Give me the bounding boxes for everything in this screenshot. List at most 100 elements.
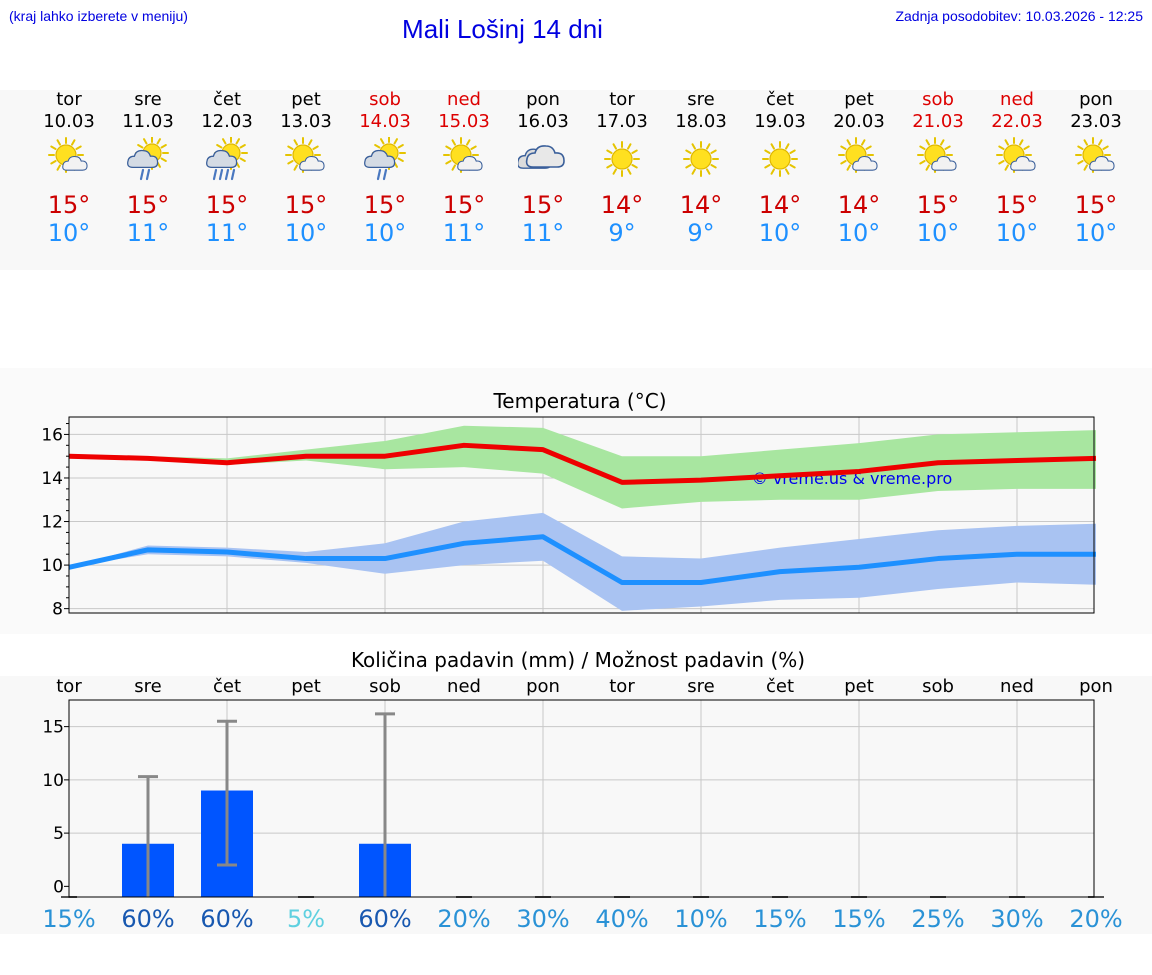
day-date: 17.03: [596, 111, 648, 132]
y-tick-label: 14: [41, 469, 63, 489]
forecast-day: pon 23.03 15° 10°: [1056, 89, 1136, 247]
location-hint: (kraj lahko izberete v meniju): [9, 8, 188, 24]
sun-cloud-heavy-rain-icon: [206, 137, 248, 181]
sun-cloud-rain-icon: [127, 137, 169, 181]
min-temp: 9°: [608, 219, 636, 247]
day-date: 23.03: [1070, 111, 1122, 132]
y-tick-label: 12: [41, 513, 63, 533]
max-temp: 15°: [521, 191, 565, 219]
plot-frame: [68, 699, 1095, 898]
day-name: čet: [765, 89, 795, 110]
max-temp: 14°: [600, 191, 644, 219]
x-category-label: ned: [447, 676, 481, 697]
x-category-label: sre: [687, 676, 714, 697]
precip-chance-label: 60%: [200, 905, 253, 933]
min-temp: 10°: [363, 219, 407, 247]
precip-chance-label: 60%: [121, 905, 174, 933]
day-name: pon: [1079, 89, 1113, 110]
x-category-label: čet: [213, 676, 241, 697]
min-temp: 10°: [916, 219, 960, 247]
y-tick-label: 0: [53, 877, 64, 897]
forecast-day: pet 20.03 14° 10°: [819, 89, 899, 247]
max-temp: 15°: [442, 191, 486, 219]
chart-title: Temperatura (°C): [492, 389, 666, 413]
day-name: pet: [291, 89, 321, 110]
day-name: pet: [844, 89, 874, 110]
day-date: 20.03: [833, 111, 885, 132]
min-temp: 10°: [47, 219, 91, 247]
min-temp: 11°: [205, 219, 249, 247]
x-category-label: ned: [1000, 676, 1034, 697]
day-name: tor: [609, 89, 635, 110]
sun-icon: [604, 141, 640, 177]
precip-chance-label: 20%: [1069, 905, 1122, 933]
forecast-day: čet 12.03 15° 11°: [187, 89, 267, 247]
max-temp: 15°: [1074, 191, 1118, 219]
y-tick-label: 10: [42, 771, 64, 791]
page-title: Mali Lošinj 14 dni: [402, 14, 603, 44]
min-temp: 10°: [837, 219, 881, 247]
max-temp: 15°: [47, 191, 91, 219]
sun-cloud-rain-icon: [364, 137, 406, 181]
max-temp: 14°: [679, 191, 723, 219]
day-date: 14.03: [359, 111, 411, 132]
precip-chance-label: 5%: [287, 905, 325, 933]
cloud-icon: [518, 145, 565, 169]
day-date: 13.03: [280, 111, 332, 132]
x-category-label: pon: [1079, 676, 1113, 697]
y-tick-label: 16: [41, 425, 63, 445]
forecast-day: sob 21.03 15° 10°: [898, 89, 978, 247]
x-category-label: tor: [56, 676, 82, 697]
x-category-label: pet: [291, 676, 321, 697]
min-temp: 9°: [687, 219, 715, 247]
x-category-label: sre: [134, 676, 161, 697]
precipitation-chart: Količina padavin (mm) / Možnost padavin …: [42, 648, 1122, 933]
min-temp: 11°: [521, 219, 565, 247]
day-name: tor: [56, 89, 82, 110]
forecast-day: sre 11.03 15° 11°: [108, 89, 188, 247]
max-temp-line: [68, 442, 1097, 485]
max-temp: 15°: [205, 191, 249, 219]
day-date: 12.03: [201, 111, 253, 132]
day-name: sob: [369, 89, 401, 110]
precip-chance-label: 15%: [832, 905, 885, 933]
max-temp: 15°: [284, 191, 328, 219]
max-temp: 15°: [916, 191, 960, 219]
day-name: pon: [526, 89, 560, 110]
day-date: 22.03: [991, 111, 1043, 132]
max-temp: 15°: [363, 191, 407, 219]
precip-chance-label: 60%: [358, 905, 411, 933]
sun-cloud-icon: [1075, 137, 1115, 173]
min-temp: 11°: [442, 219, 486, 247]
day-date: 15.03: [438, 111, 490, 132]
day-name: ned: [447, 89, 481, 110]
precip-chance-label: 15%: [753, 905, 806, 933]
forecast-day: pet 13.03 15° 10°: [266, 89, 346, 247]
y-tick-label: 8: [52, 600, 63, 620]
day-date: 21.03: [912, 111, 964, 132]
day-name: sre: [687, 89, 715, 110]
forecast-strip: [0, 90, 1152, 270]
y-tick-label: 10: [41, 556, 63, 576]
sun-cloud-icon: [48, 137, 88, 173]
day-name: sre: [134, 89, 162, 110]
x-category-label: čet: [766, 676, 794, 697]
min-temp: 10°: [995, 219, 1039, 247]
precip-chance-label: 25%: [911, 905, 964, 933]
day-date: 10.03: [43, 111, 95, 132]
sun-cloud-icon: [285, 137, 325, 173]
precip-chance-label: 20%: [437, 905, 490, 933]
day-date: 16.03: [517, 111, 569, 132]
sun-icon: [762, 141, 798, 177]
forecast-day: tor 17.03 14° 9°: [582, 89, 662, 247]
forecast-day: pon 16.03 15° 11°: [503, 89, 583, 247]
max-temp: 14°: [837, 191, 881, 219]
day-name: čet: [212, 89, 242, 110]
forecast-days: tor 10.03 15° 10° sre 11.03 15° 11° čet 12.03 15° 1…: [0, 89, 1152, 269]
forecast-day: čet 19.03 14° 10°: [740, 89, 820, 247]
sun-cloud-icon: [996, 137, 1036, 173]
min-temp-line: [68, 534, 1096, 586]
x-category-label: sob: [922, 676, 954, 697]
sun-cloud-icon: [443, 137, 483, 173]
